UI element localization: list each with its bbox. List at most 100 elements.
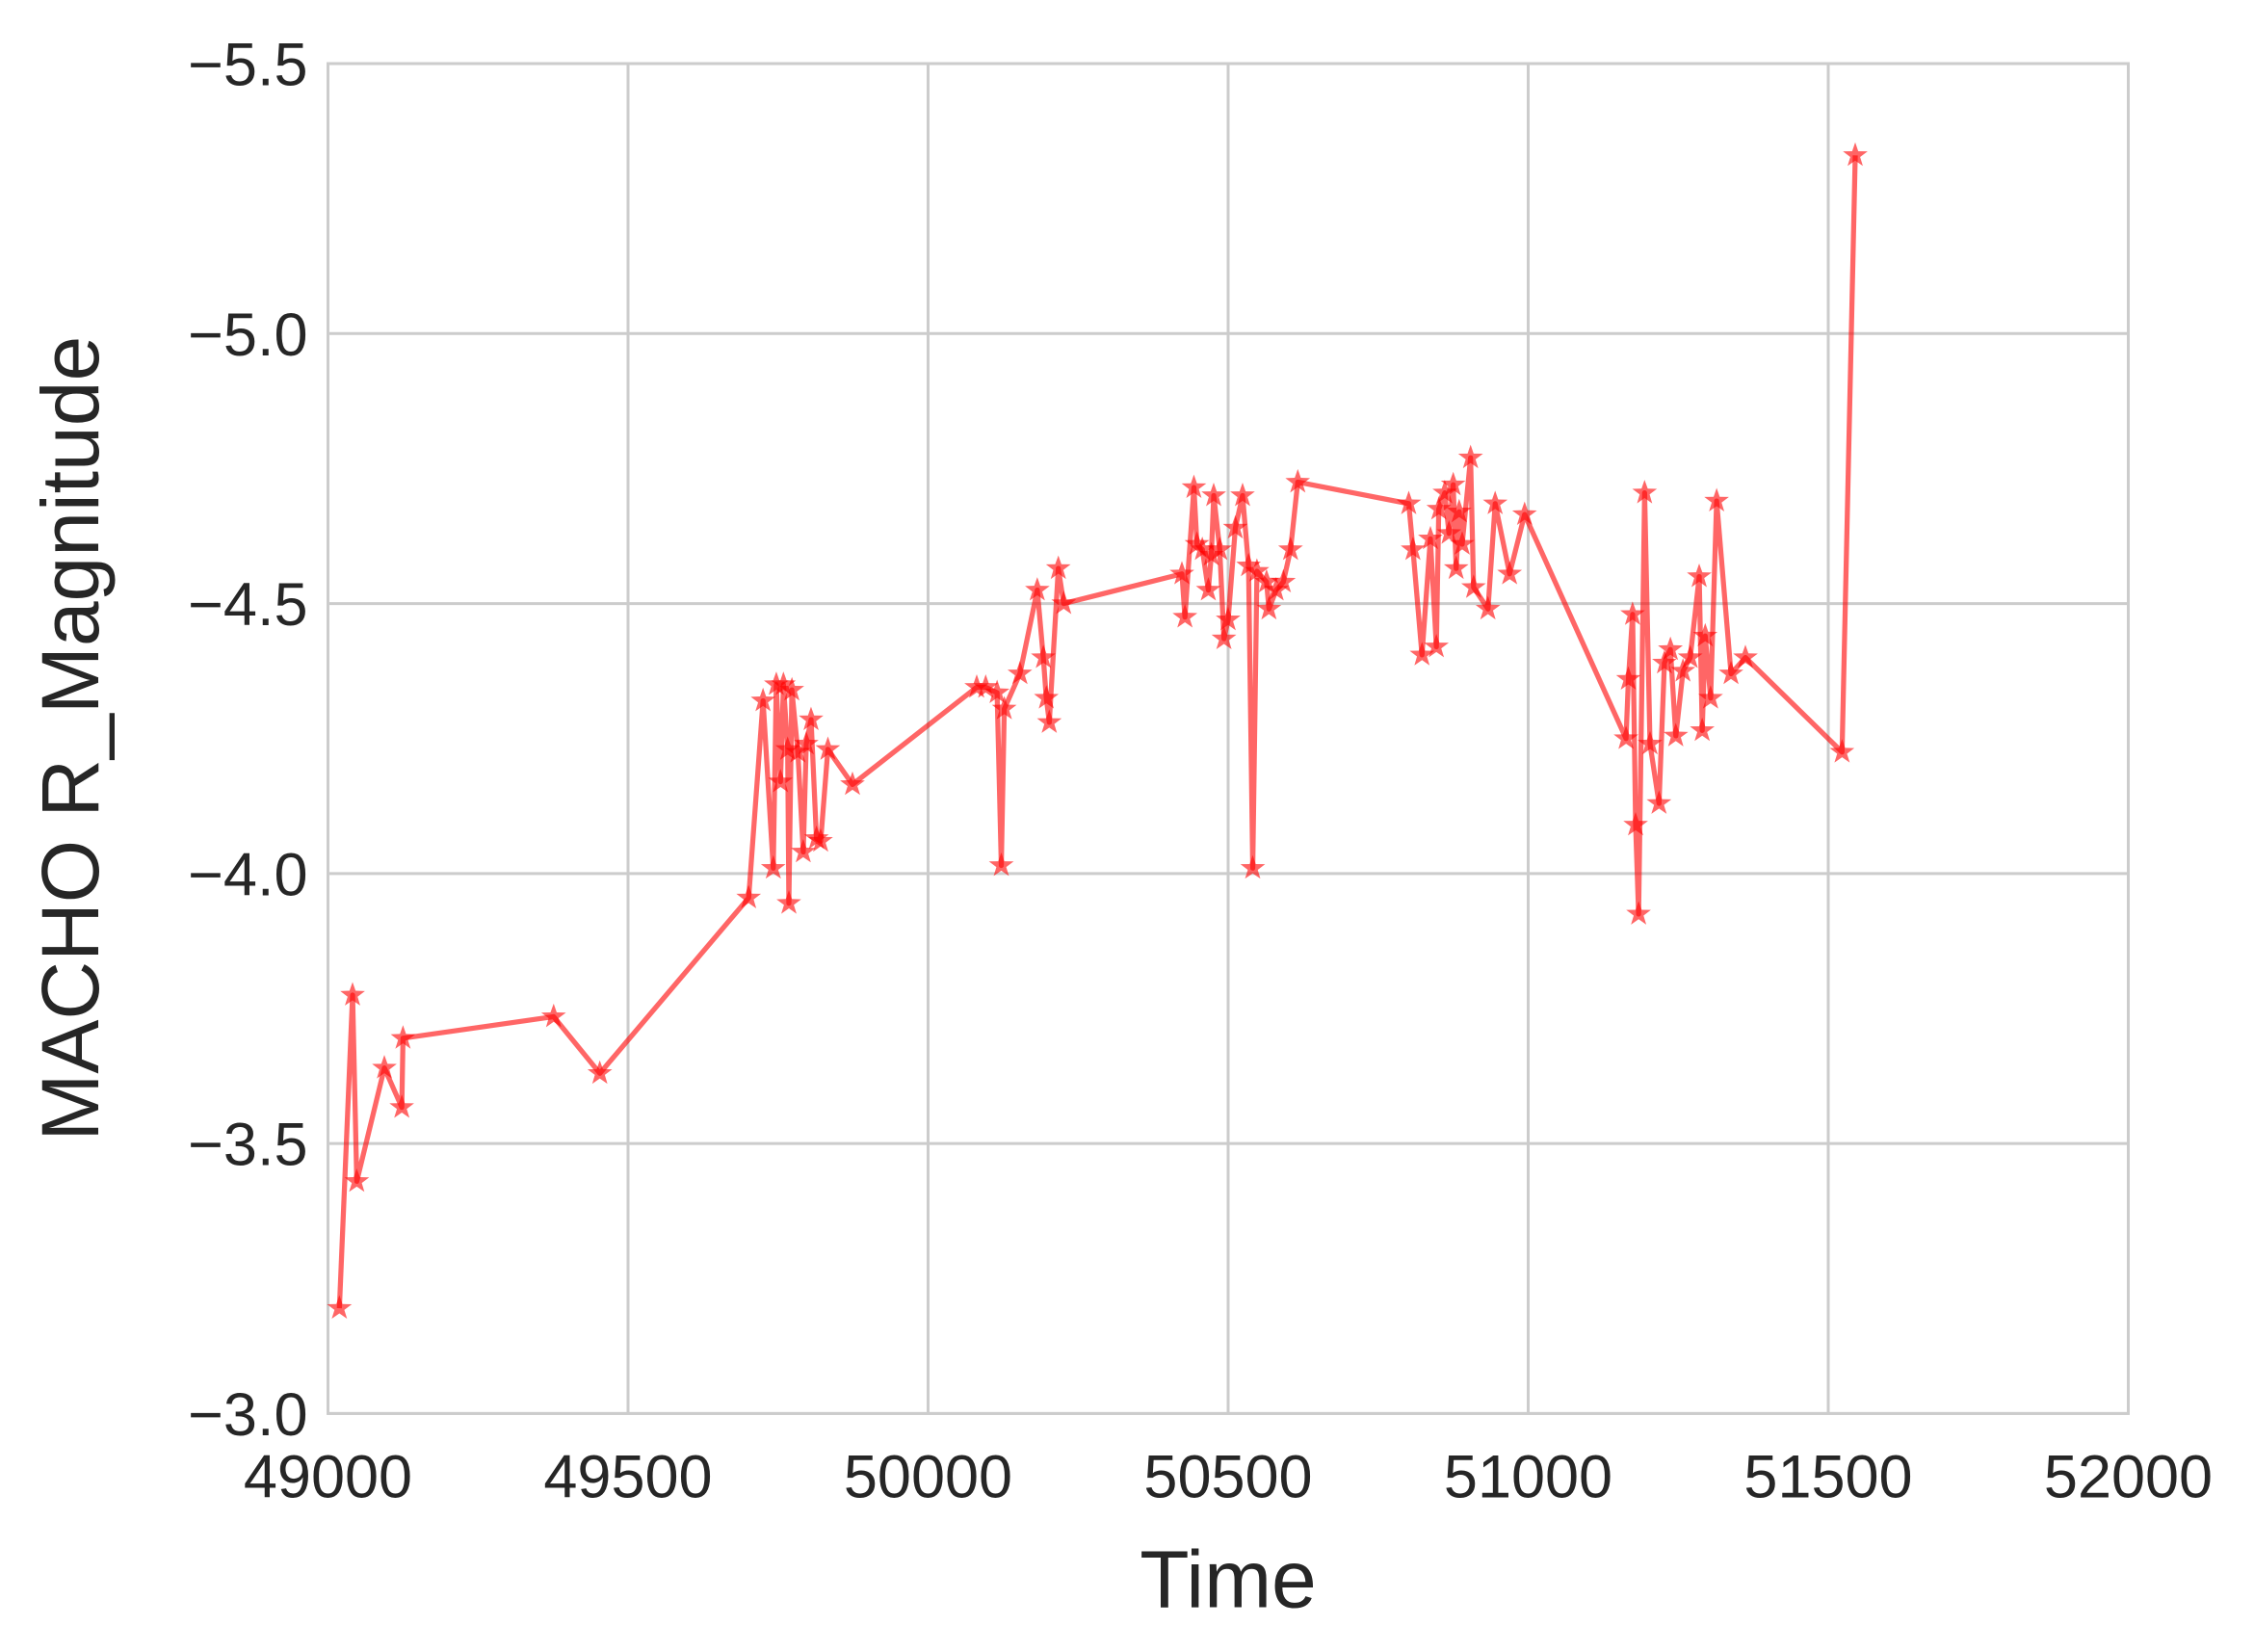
data-point — [1230, 482, 1255, 507]
data-point — [1401, 536, 1426, 561]
data-point — [1623, 811, 1648, 836]
data-point — [1632, 480, 1658, 504]
data-point — [1236, 552, 1262, 577]
data-point — [1172, 604, 1198, 628]
data-point — [1181, 474, 1207, 499]
data-point — [1277, 536, 1303, 561]
data-point — [973, 673, 999, 698]
data-point — [1692, 622, 1718, 647]
y-tick-label: −3.0 — [188, 1381, 307, 1449]
data-point — [1424, 633, 1450, 658]
x-axis-label: Time — [1140, 1534, 1317, 1624]
data-point — [1652, 649, 1677, 674]
data-point — [779, 676, 804, 701]
data-point — [1460, 574, 1486, 598]
data-point — [1190, 536, 1216, 561]
data-point — [340, 982, 365, 1006]
y-tick-label: −4.0 — [188, 841, 307, 908]
data-point — [1245, 558, 1270, 582]
data-point — [1409, 642, 1435, 666]
data-point — [1475, 595, 1501, 620]
data-point — [1626, 901, 1651, 925]
x-tick-label: 50000 — [844, 1443, 1012, 1510]
data-point — [799, 706, 824, 731]
data-point — [1045, 555, 1071, 580]
data-point — [776, 890, 801, 914]
data-point — [1036, 709, 1062, 733]
data-point — [1256, 595, 1282, 620]
data-point — [1201, 482, 1226, 507]
data-point — [1440, 471, 1466, 496]
data-point — [791, 839, 816, 863]
data-point — [1285, 468, 1311, 493]
data-point — [964, 673, 989, 698]
data-point — [1432, 480, 1457, 504]
data-point — [1698, 685, 1723, 709]
data-point — [815, 736, 841, 760]
data-point — [794, 730, 819, 755]
data-point — [1211, 625, 1237, 649]
data-point — [1396, 490, 1422, 514]
data-point — [991, 695, 1017, 720]
data-point — [1034, 685, 1060, 709]
data-point — [1511, 501, 1537, 525]
data-point — [768, 769, 794, 793]
data-point — [1843, 142, 1868, 167]
y-tick-label: −4.5 — [188, 571, 307, 639]
data-point — [1482, 490, 1508, 514]
data-point — [1620, 601, 1645, 625]
data-point — [1718, 661, 1743, 685]
data-point — [1613, 725, 1638, 749]
data-point — [389, 1094, 414, 1118]
x-tick-label: 52000 — [2044, 1443, 2213, 1510]
data-point — [1443, 555, 1469, 580]
data-point — [1025, 577, 1050, 601]
data-point — [1663, 722, 1689, 747]
data-point — [1677, 644, 1703, 669]
data-point — [1457, 444, 1483, 469]
data-point — [1184, 531, 1210, 555]
data-point — [1031, 644, 1056, 669]
data-point — [771, 671, 797, 695]
y-tick-label: −3.5 — [188, 1112, 307, 1179]
data-point — [1450, 531, 1475, 555]
data-point — [1733, 644, 1758, 669]
data-point — [1007, 661, 1033, 685]
data-point — [1615, 666, 1641, 691]
data-point — [736, 884, 762, 909]
data-point — [1497, 561, 1523, 585]
data-point — [1240, 854, 1266, 879]
data-point — [344, 1167, 370, 1193]
data-point — [1222, 514, 1248, 539]
x-tick-label: 49000 — [244, 1443, 412, 1510]
data-point — [808, 827, 833, 852]
data-point — [1658, 636, 1684, 661]
data-point — [785, 739, 811, 763]
x-tick-label: 51000 — [1444, 1443, 1612, 1510]
data-point — [1690, 717, 1716, 742]
data-point — [984, 679, 1010, 703]
data-point — [372, 1055, 397, 1079]
data-point — [1198, 541, 1224, 566]
x-tick-label: 51500 — [1743, 1443, 1912, 1510]
data-point — [1436, 520, 1462, 544]
data-point — [1646, 790, 1672, 814]
data-point — [1446, 498, 1472, 523]
data-point — [587, 1060, 613, 1085]
data-point — [1638, 730, 1663, 755]
data-point — [1418, 525, 1443, 550]
plot-frame — [327, 62, 2130, 1415]
data-point — [1271, 568, 1297, 593]
data-point — [1687, 564, 1712, 588]
data-point — [1670, 658, 1696, 682]
data-point — [1207, 536, 1233, 561]
data-point — [1254, 568, 1279, 593]
data-point — [1169, 561, 1194, 585]
data-point — [760, 854, 786, 879]
data-point — [988, 852, 1014, 877]
x-tick-label: 50500 — [1143, 1443, 1312, 1510]
data-point — [1426, 495, 1452, 520]
data-point — [540, 1003, 566, 1028]
data-point — [750, 687, 776, 712]
